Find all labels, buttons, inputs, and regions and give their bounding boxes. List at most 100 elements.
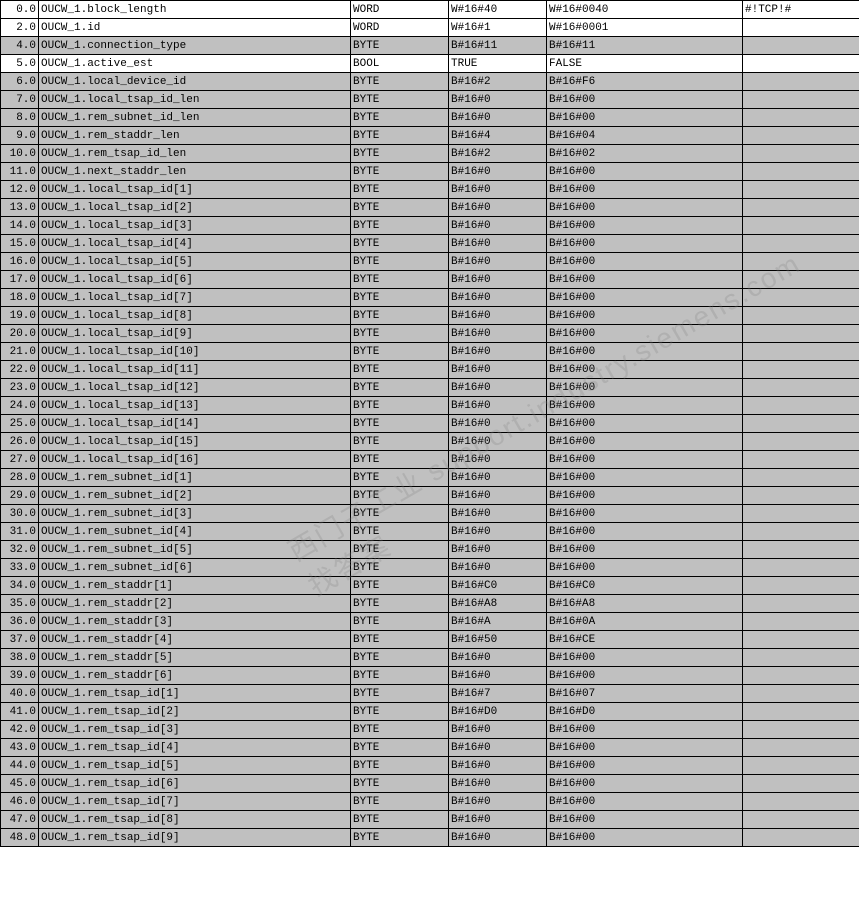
address-cell[interactable]: 2.0 (1, 19, 39, 37)
type-cell[interactable]: BYTE (351, 217, 449, 235)
comment-cell[interactable] (743, 181, 859, 199)
address-cell[interactable]: 48.0 (1, 829, 39, 847)
actual-value-cell[interactable]: B#16#00 (547, 253, 743, 271)
comment-cell[interactable] (743, 307, 859, 325)
type-cell[interactable]: BYTE (351, 127, 449, 145)
address-cell[interactable]: 44.0 (1, 757, 39, 775)
name-cell[interactable]: OUCW_1.rem_subnet_id_len (39, 109, 351, 127)
table-row[interactable]: 37.0OUCW_1.rem_staddr[4]BYTEB#16#50B#16#… (1, 631, 859, 649)
name-cell[interactable]: OUCW_1.local_tsap_id[9] (39, 325, 351, 343)
table-row[interactable]: 2.0OUCW_1.idWORDW#16#1W#16#0001 (1, 19, 859, 37)
name-cell[interactable]: OUCW_1.rem_staddr[1] (39, 577, 351, 595)
name-cell[interactable]: OUCW_1.rem_tsap_id[6] (39, 775, 351, 793)
address-cell[interactable]: 38.0 (1, 649, 39, 667)
address-cell[interactable]: 15.0 (1, 235, 39, 253)
initial-value-cell[interactable]: B#16#0 (449, 289, 547, 307)
table-row[interactable]: 39.0OUCW_1.rem_staddr[6]BYTEB#16#0B#16#0… (1, 667, 859, 685)
table-row[interactable]: 41.0OUCW_1.rem_tsap_id[2]BYTEB#16#D0B#16… (1, 703, 859, 721)
type-cell[interactable]: BYTE (351, 253, 449, 271)
type-cell[interactable]: BYTE (351, 397, 449, 415)
actual-value-cell[interactable]: B#16#00 (547, 649, 743, 667)
actual-value-cell[interactable]: B#16#00 (547, 343, 743, 361)
name-cell[interactable]: OUCW_1.rem_staddr[2] (39, 595, 351, 613)
comment-cell[interactable] (743, 487, 859, 505)
name-cell[interactable]: OUCW_1.rem_staddr[3] (39, 613, 351, 631)
name-cell[interactable]: OUCW_1.rem_staddr_len (39, 127, 351, 145)
name-cell[interactable]: OUCW_1.connection_type (39, 37, 351, 55)
type-cell[interactable]: BYTE (351, 91, 449, 109)
address-cell[interactable]: 10.0 (1, 145, 39, 163)
initial-value-cell[interactable]: B#16#A (449, 613, 547, 631)
address-cell[interactable]: 12.0 (1, 181, 39, 199)
type-cell[interactable]: BYTE (351, 559, 449, 577)
comment-cell[interactable] (743, 433, 859, 451)
initial-value-cell[interactable]: B#16#0 (449, 271, 547, 289)
actual-value-cell[interactable]: B#16#00 (547, 91, 743, 109)
table-row[interactable]: 26.0OUCW_1.local_tsap_id[15]BYTEB#16#0B#… (1, 433, 859, 451)
comment-cell[interactable] (743, 829, 859, 847)
address-cell[interactable]: 29.0 (1, 487, 39, 505)
initial-value-cell[interactable]: B#16#0 (449, 415, 547, 433)
comment-cell[interactable] (743, 559, 859, 577)
address-cell[interactable]: 37.0 (1, 631, 39, 649)
comment-cell[interactable] (743, 451, 859, 469)
actual-value-cell[interactable]: B#16#00 (547, 361, 743, 379)
address-cell[interactable]: 18.0 (1, 289, 39, 307)
address-cell[interactable]: 27.0 (1, 451, 39, 469)
initial-value-cell[interactable]: B#16#0 (449, 379, 547, 397)
comment-cell[interactable] (743, 271, 859, 289)
table-row[interactable]: 33.0OUCW_1.rem_subnet_id[6]BYTEB#16#0B#1… (1, 559, 859, 577)
comment-cell[interactable] (743, 649, 859, 667)
initial-value-cell[interactable]: B#16#2 (449, 145, 547, 163)
comment-cell[interactable] (743, 577, 859, 595)
table-row[interactable]: 48.0OUCW_1.rem_tsap_id[9]BYTEB#16#0B#16#… (1, 829, 859, 847)
address-cell[interactable]: 19.0 (1, 307, 39, 325)
name-cell[interactable]: OUCW_1.local_tsap_id[7] (39, 289, 351, 307)
comment-cell[interactable] (743, 91, 859, 109)
name-cell[interactable]: OUCW_1.id (39, 19, 351, 37)
name-cell[interactable]: OUCW_1.rem_staddr[6] (39, 667, 351, 685)
type-cell[interactable]: BYTE (351, 433, 449, 451)
name-cell[interactable]: OUCW_1.rem_subnet_id[4] (39, 523, 351, 541)
table-row[interactable]: 15.0OUCW_1.local_tsap_id[4]BYTEB#16#0B#1… (1, 235, 859, 253)
actual-value-cell[interactable]: B#16#00 (547, 307, 743, 325)
table-row[interactable]: 34.0OUCW_1.rem_staddr[1]BYTEB#16#C0B#16#… (1, 577, 859, 595)
comment-cell[interactable] (743, 631, 859, 649)
table-row[interactable]: 16.0OUCW_1.local_tsap_id[5]BYTEB#16#0B#1… (1, 253, 859, 271)
address-cell[interactable]: 24.0 (1, 397, 39, 415)
actual-value-cell[interactable]: B#16#00 (547, 757, 743, 775)
comment-cell[interactable] (743, 811, 859, 829)
name-cell[interactable]: OUCW_1.local_tsap_id[1] (39, 181, 351, 199)
table-row[interactable]: 35.0OUCW_1.rem_staddr[2]BYTEB#16#A8B#16#… (1, 595, 859, 613)
actual-value-cell[interactable]: B#16#C0 (547, 577, 743, 595)
initial-value-cell[interactable]: B#16#7 (449, 685, 547, 703)
address-cell[interactable]: 21.0 (1, 343, 39, 361)
actual-value-cell[interactable]: B#16#00 (547, 505, 743, 523)
initial-value-cell[interactable]: B#16#0 (449, 199, 547, 217)
name-cell[interactable]: OUCW_1.rem_tsap_id_len (39, 145, 351, 163)
actual-value-cell[interactable]: B#16#00 (547, 829, 743, 847)
initial-value-cell[interactable]: B#16#0 (449, 649, 547, 667)
comment-cell[interactable] (743, 595, 859, 613)
comment-cell[interactable] (743, 505, 859, 523)
comment-cell[interactable] (743, 253, 859, 271)
actual-value-cell[interactable]: B#16#00 (547, 325, 743, 343)
actual-value-cell[interactable]: B#16#00 (547, 271, 743, 289)
type-cell[interactable]: BYTE (351, 505, 449, 523)
actual-value-cell[interactable]: B#16#00 (547, 469, 743, 487)
address-cell[interactable]: 36.0 (1, 613, 39, 631)
comment-cell[interactable] (743, 739, 859, 757)
table-row[interactable]: 9.0OUCW_1.rem_staddr_lenBYTEB#16#4B#16#0… (1, 127, 859, 145)
comment-cell[interactable] (743, 721, 859, 739)
initial-value-cell[interactable]: B#16#A8 (449, 595, 547, 613)
table-row[interactable]: 8.0OUCW_1.rem_subnet_id_lenBYTEB#16#0B#1… (1, 109, 859, 127)
table-row[interactable]: 5.0OUCW_1.active_estBOOLTRUEFALSE (1, 55, 859, 73)
actual-value-cell[interactable]: B#16#00 (547, 397, 743, 415)
address-cell[interactable]: 43.0 (1, 739, 39, 757)
comment-cell[interactable] (743, 235, 859, 253)
name-cell[interactable]: OUCW_1.rem_subnet_id[3] (39, 505, 351, 523)
type-cell[interactable]: WORD (351, 1, 449, 19)
type-cell[interactable]: BYTE (351, 739, 449, 757)
actual-value-cell[interactable]: B#16#D0 (547, 703, 743, 721)
table-row[interactable]: 7.0OUCW_1.local_tsap_id_lenBYTEB#16#0B#1… (1, 91, 859, 109)
